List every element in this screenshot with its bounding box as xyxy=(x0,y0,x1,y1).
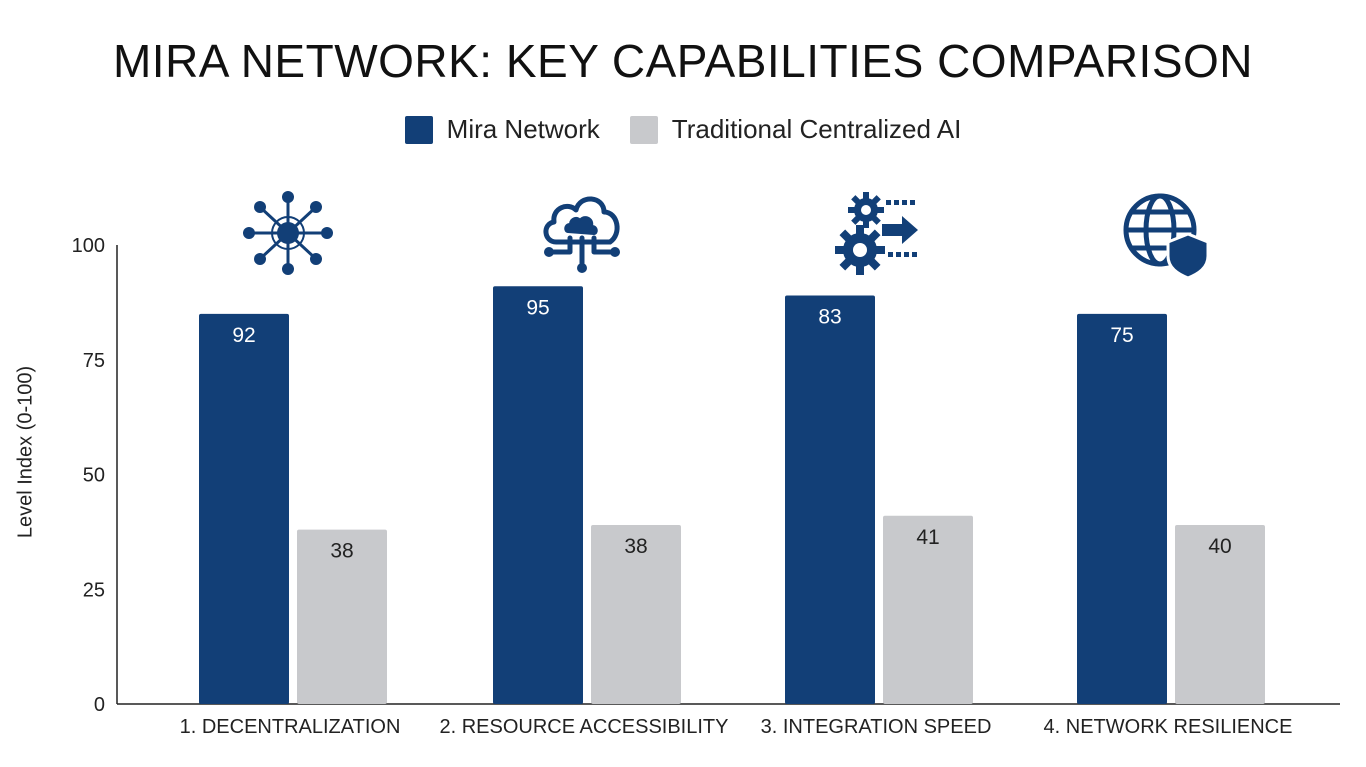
x-category-label: 1. DECENTRALIZATION xyxy=(180,716,401,738)
y-tick-label: 100 xyxy=(72,235,105,257)
x-category-label: 3. INTEGRATION SPEED xyxy=(761,716,992,738)
bar-traditional xyxy=(297,529,387,704)
y-tick-label: 25 xyxy=(83,579,105,601)
data-label-mira: 95 xyxy=(526,296,549,319)
x-category-label: 2. RESOURCE ACCESSIBILITY xyxy=(440,716,729,738)
bar-traditional xyxy=(591,524,681,704)
data-label-traditional: 38 xyxy=(330,540,353,563)
data-label-mira: 92 xyxy=(232,324,255,347)
data-label-mira: 75 xyxy=(1110,324,1133,347)
data-label-traditional: 38 xyxy=(624,535,647,558)
cloud-network-icon xyxy=(543,196,620,273)
bar-mira xyxy=(199,313,289,704)
data-label-traditional: 40 xyxy=(1208,535,1231,558)
legend-swatch-traditional xyxy=(629,115,658,144)
data-label-mira: 83 xyxy=(818,305,841,328)
legend-item-mira: Mira Network xyxy=(404,114,600,145)
y-tick-label: 0 xyxy=(94,694,105,716)
legend-item-traditional: Traditional Centralized AI xyxy=(629,114,962,145)
legend-label-mira: Mira Network xyxy=(446,114,600,144)
bar-traditional xyxy=(1175,524,1265,704)
y-tick-label: 50 xyxy=(83,465,105,487)
data-label-traditional: 41 xyxy=(916,526,939,549)
bar-mira xyxy=(493,286,583,704)
chart-title: MIRA NETWORK: KEY CAPABILITIES COMPARISO… xyxy=(112,35,1254,87)
legend-swatch-mira xyxy=(404,115,433,144)
network-nodes-icon xyxy=(243,191,333,275)
bar-mira xyxy=(1077,313,1167,704)
legend-label-traditional: Traditional Centralized AI xyxy=(671,114,962,144)
y-tick-label: 75 xyxy=(83,350,105,372)
bar-mira xyxy=(785,295,875,704)
bar-traditional xyxy=(883,515,973,704)
gears-arrow-icon xyxy=(835,192,918,275)
legend: Mira Network Traditional Centralized AI xyxy=(0,114,1366,145)
globe-shield-icon xyxy=(1123,193,1210,278)
x-category-label: 4. NETWORK RESILIENCE xyxy=(1044,716,1293,738)
